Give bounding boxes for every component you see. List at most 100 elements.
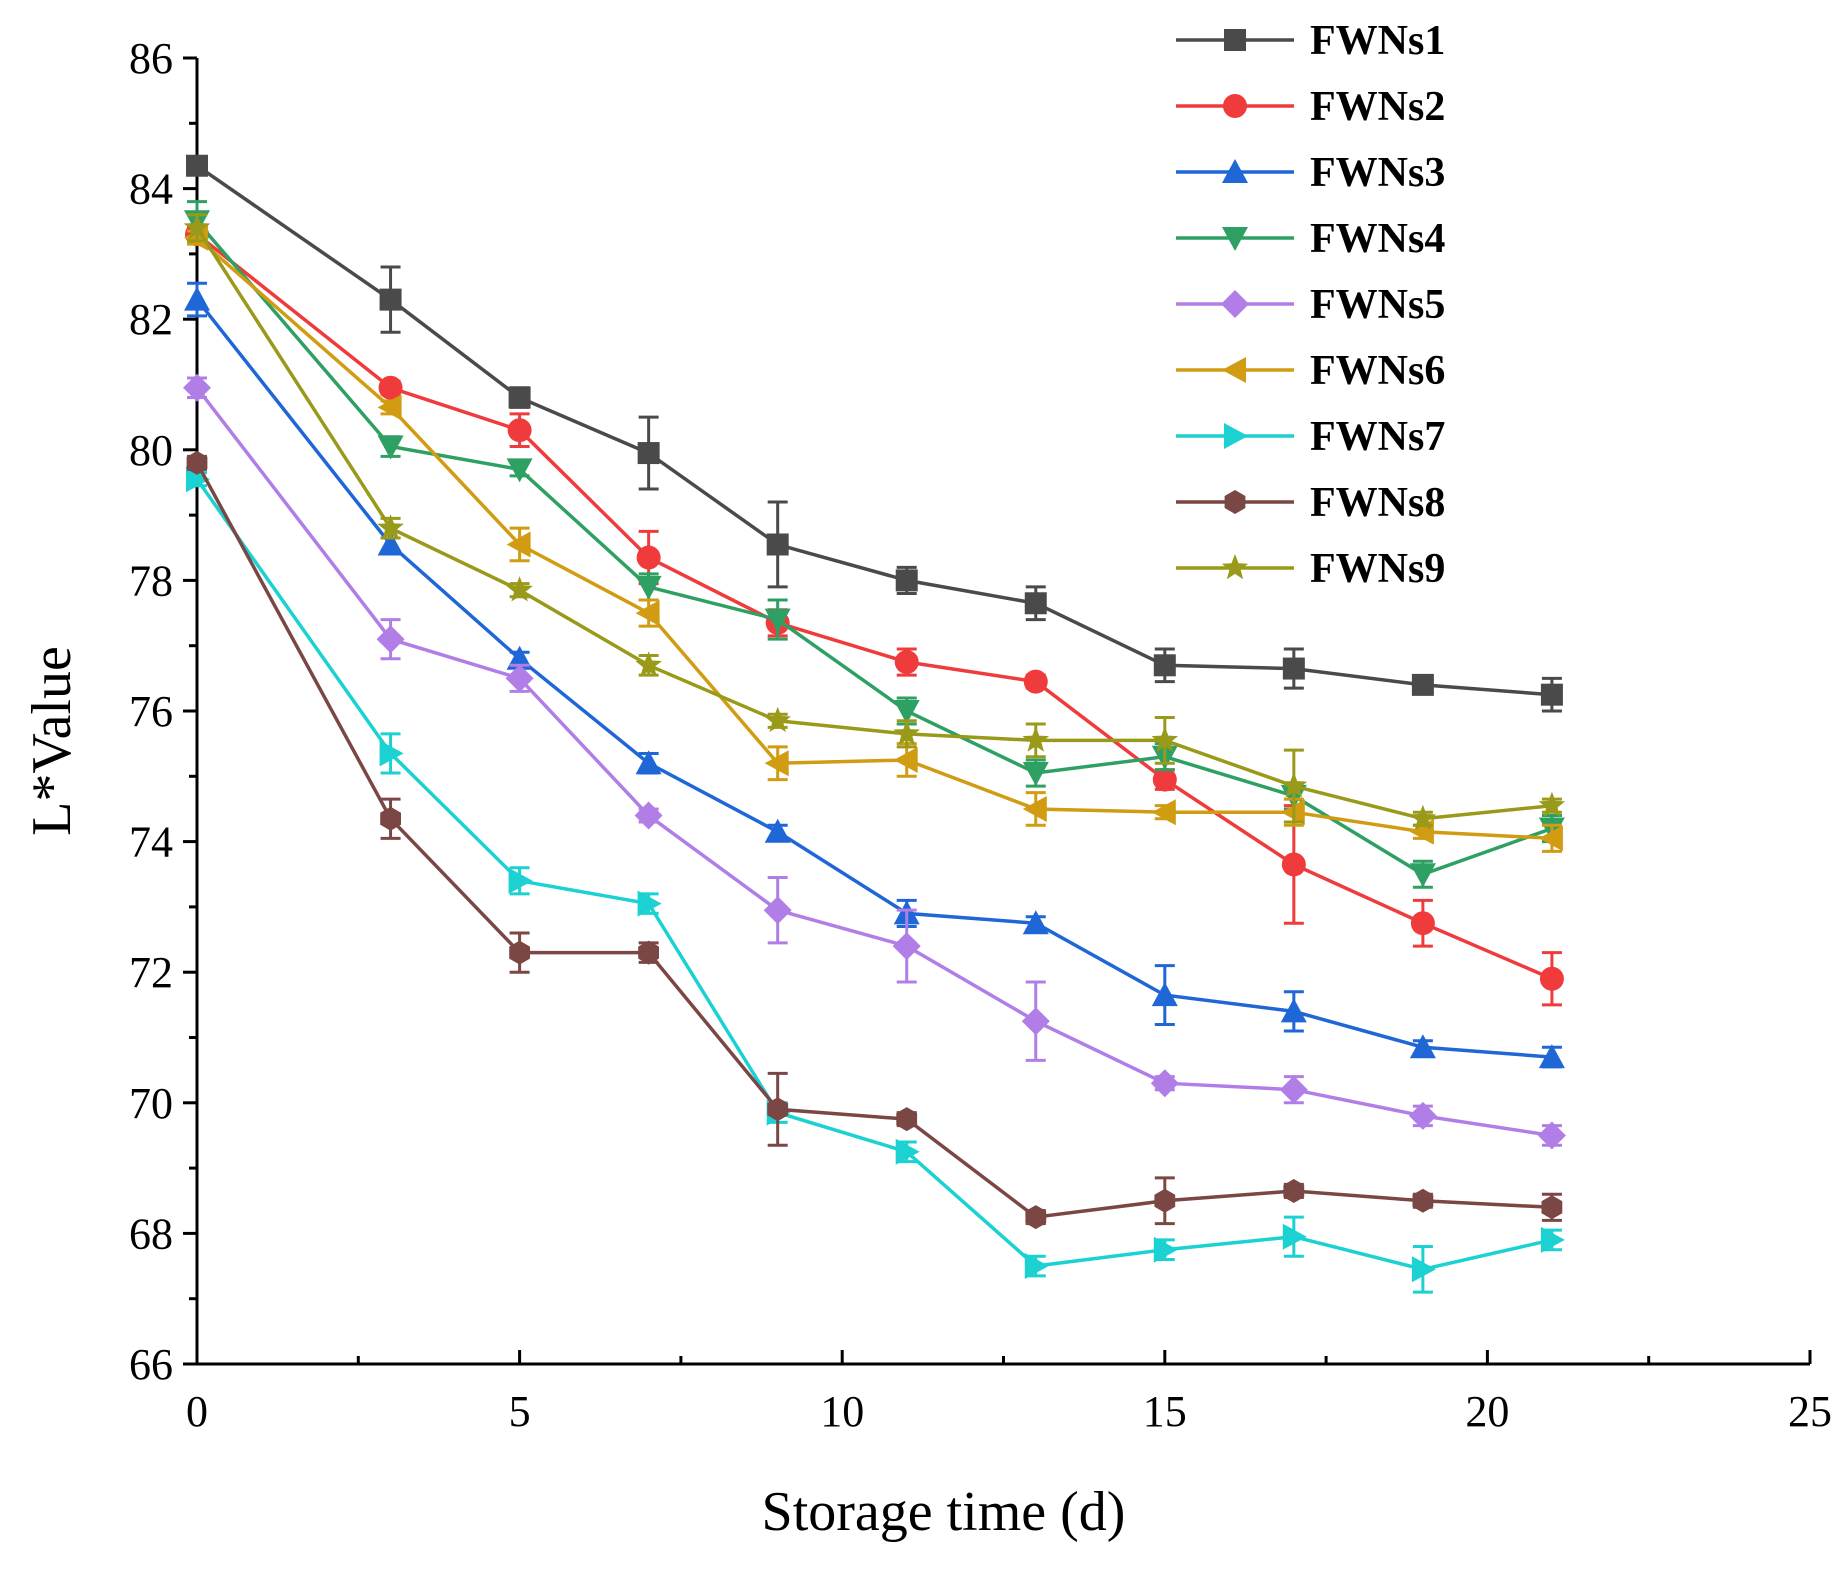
legend-marker [1222,227,1248,251]
series-line [195,232,1553,981]
data-point [896,1107,918,1132]
data-point [184,286,210,311]
data-point [764,750,789,777]
data-point [634,801,663,830]
legend-item-FWNs3: FWNs3 [1176,150,1445,196]
legend-marker [1221,554,1249,580]
data-point [377,394,402,421]
legend-item-FWNs8: FWNs8 [1176,480,1445,526]
series-FWNs6 [184,224,1563,853]
data-point [635,750,662,775]
data-point [508,867,533,894]
data-point [1022,726,1050,752]
data-point [1540,1226,1565,1253]
series-FWNs8 [186,450,1563,1230]
data-point [893,719,920,746]
data-point [1411,1256,1436,1283]
data-point [183,213,211,240]
y-tick-label: 76 [129,687,173,736]
data-point [1153,1236,1178,1263]
data-point [1154,1188,1176,1213]
data-point [1024,592,1047,615]
data-point [635,575,662,600]
y-tick-label: 86 [129,34,173,83]
data-point [380,806,401,831]
x-tick-label: 5 [509,1387,531,1436]
y-tick-label: 78 [129,556,173,605]
legend-item-FWNs4: FWNs4 [1176,216,1445,262]
legend-marker [1224,490,1246,514]
data-point [1151,726,1179,752]
data-point [1150,1069,1179,1098]
series-layer [183,154,1566,1294]
legend-item-FWNs6: FWNs6 [1176,348,1445,394]
data-point [637,442,660,465]
data-point [766,533,789,556]
data-point [506,458,533,483]
data-point [1152,767,1177,792]
data-point [892,932,921,961]
data-point [764,608,791,633]
data-point [379,740,404,767]
legend-marker [1223,94,1247,118]
data-point [1280,772,1308,798]
legend-label: FWNs5 [1310,282,1445,328]
legend-marker [1222,159,1248,183]
legend-marker [1222,357,1246,383]
data-point [1025,1205,1047,1230]
data-point [508,386,531,409]
data-point [1281,852,1306,877]
data-point [509,940,530,965]
series-FWNs2 [185,222,1564,1007]
legend-marker [1224,423,1248,449]
data-point [186,466,210,493]
data-point [378,375,403,400]
data-point [1282,1223,1307,1250]
data-point [1539,966,1564,991]
data-point [1023,669,1048,694]
data-point [1538,791,1566,817]
data-point [636,545,661,570]
legend-label: FWNs4 [1310,216,1445,262]
data-point [376,625,405,654]
legend-label: FWNs7 [1310,414,1445,460]
data-point [764,706,791,733]
y-tick-label: 80 [129,426,173,475]
y-tick-label: 74 [129,818,173,867]
data-point [379,288,402,311]
data-point [1409,804,1437,831]
data-point [1538,1044,1565,1069]
series-line [195,478,1553,1272]
legend-label: FWNs3 [1310,150,1445,196]
legend-label: FWNs8 [1310,480,1445,526]
x-tick-label: 25 [1788,1387,1832,1436]
data-point [893,700,920,724]
legend-label: FWNs2 [1310,84,1445,130]
axes: 66 68 70 72 74 76 78 80 82 84 86 0 5 10 15 20 25 [129,34,1832,1436]
data-point [1024,1253,1049,1279]
data-point [186,154,208,177]
data-point [635,651,662,677]
y-tick-label: 66 [129,1340,173,1389]
data-point [377,514,404,540]
legend-label: FWNs6 [1310,348,1445,394]
legend-marker [1221,290,1249,318]
data-point [377,531,404,556]
data-point [506,531,531,558]
y-tick-label: 68 [129,1209,173,1258]
data-point [506,576,533,602]
data-point [1283,1179,1305,1203]
data-point [763,896,792,925]
x-axis-title: Storage time (d) [762,1481,1126,1543]
data-point [1411,673,1434,696]
x-tick-label: 10 [820,1387,864,1436]
data-point [635,600,660,627]
data-point [1412,1188,1434,1213]
data-point [1022,910,1049,935]
legend-label: FWNs9 [1310,546,1445,592]
data-point [764,818,791,843]
x-tick-label: 15 [1143,1387,1187,1436]
y-axis-title: L*Value [21,646,83,836]
data-point [895,569,918,592]
